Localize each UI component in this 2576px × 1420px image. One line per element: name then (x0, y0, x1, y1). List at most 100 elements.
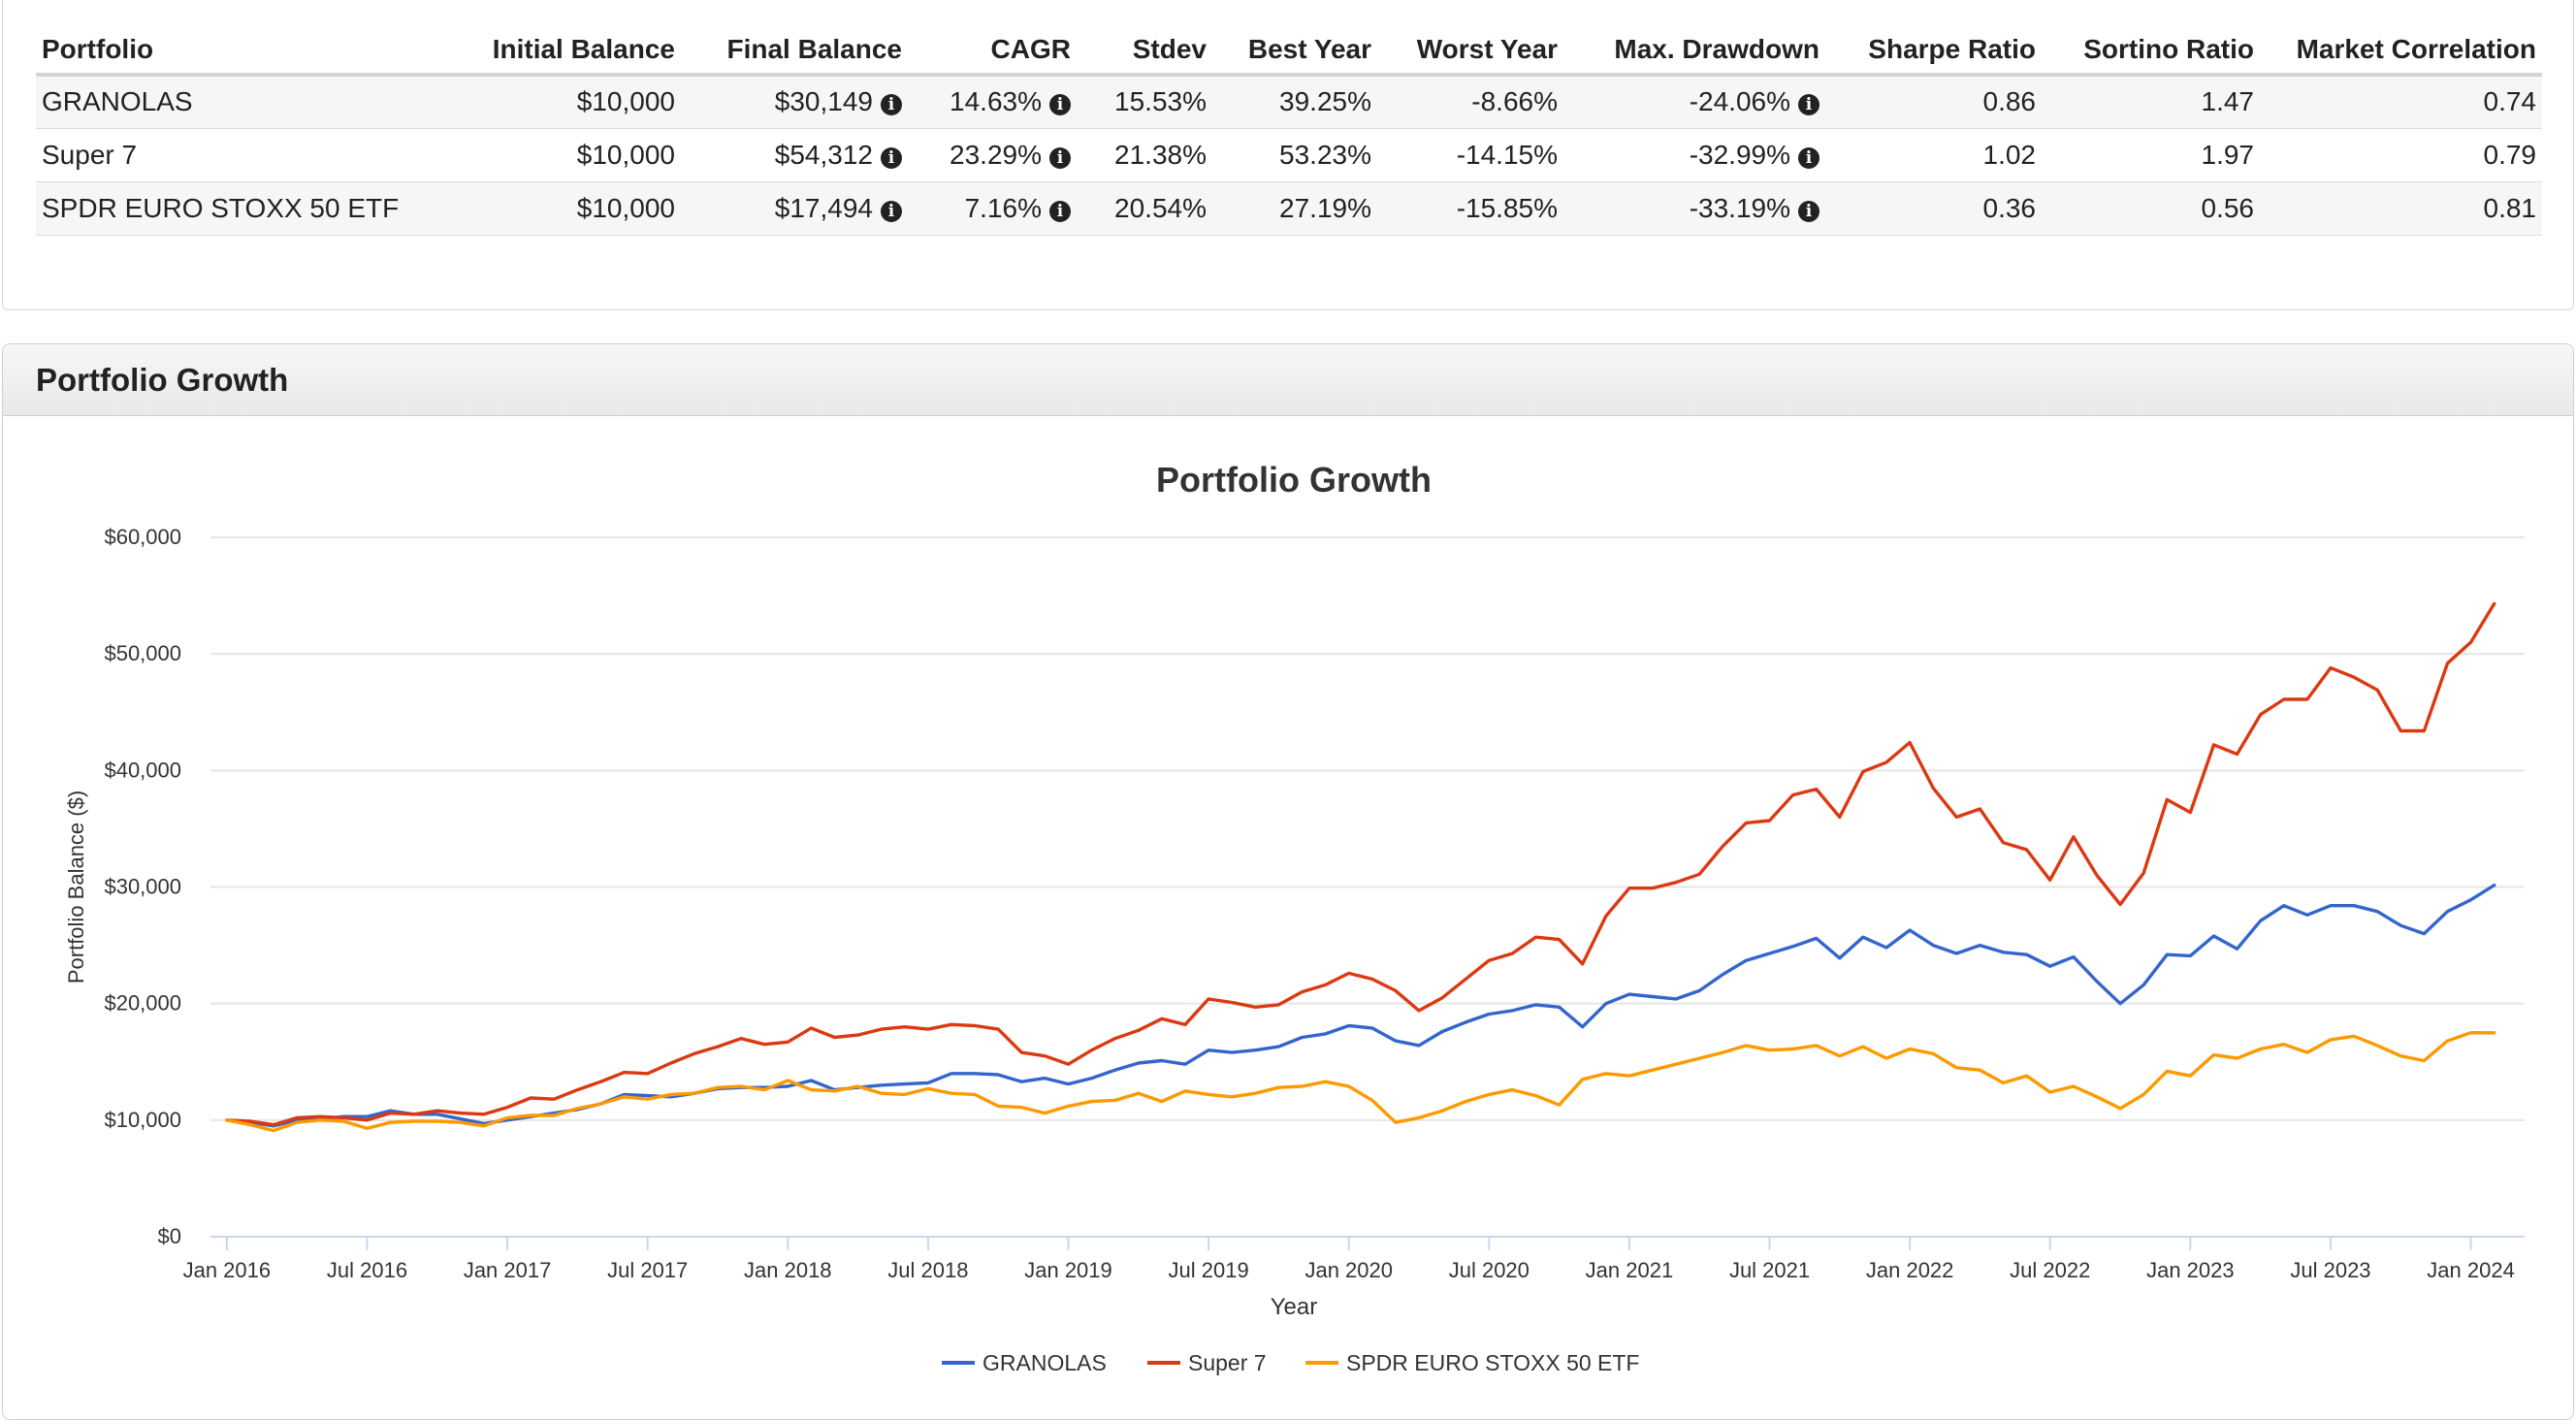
series-line-super-7 (225, 601, 2496, 1127)
x-tick-label: Jan 2019 (1024, 1258, 1112, 1282)
cell-sortino-ratio: 1.97 (2042, 128, 2260, 182)
info-icon[interactable]: i (881, 146, 902, 169)
panel-header: Portfolio Growth (3, 344, 2573, 416)
cell-portfolio: Super 7 (36, 128, 419, 182)
info-icon[interactable]: i (1049, 94, 1071, 116)
info-icon[interactable]: i (1798, 94, 1819, 116)
cell-max-drawdown: -33.19% i (1563, 181, 1825, 236)
chart-title: Portfolio Growth (1156, 460, 1432, 500)
x-tick-label: Jan 2016 (183, 1258, 272, 1282)
info-icon[interactable]: i (881, 94, 902, 116)
cell-worst-year: -14.15% (1377, 128, 1563, 182)
y-tick-label: $20,000 (104, 991, 181, 1016)
y-axis-title: Portfolio Balance ($) (64, 791, 88, 984)
legend-item: GRANOLAS (982, 1350, 1107, 1375)
x-tick-label: Jan 2024 (2427, 1258, 2515, 1282)
portfolio-growth-chart: Portfolio Growth $0 $10,000 $20,000 $30,000 $… (64, 460, 2525, 1375)
table-row: SPDR EURO STOXX 50 ETF $10,000 $17,494 i … (36, 181, 2542, 236)
y-tick-label: $10,000 (104, 1108, 181, 1132)
col-sharpe-ratio: Sharpe Ratio (1825, 30, 2042, 77)
x-tick-label: Jan 2020 (1304, 1258, 1393, 1282)
cagr-value: 14.63% (950, 86, 1042, 117)
x-axis-title: Year (1271, 1294, 1318, 1320)
table-header-row: Portfolio Initial Balance Final Balance … (36, 30, 2542, 77)
stats-panel: Portfolio Initial Balance Final Balance … (2, 0, 2574, 310)
info-icon[interactable]: i (1798, 146, 1819, 169)
y-tick-label: $0 (158, 1224, 181, 1248)
cell-final-balance: $54,312 i (681, 128, 908, 182)
col-stdev: Stdev (1077, 30, 1212, 77)
col-market-correlation: Market Correlation (2260, 30, 2542, 77)
cagr-value: 7.16% (964, 192, 1042, 223)
x-tick-label: Jul 2017 (607, 1258, 688, 1282)
final-balance-value: $30,149 (774, 86, 873, 117)
info-icon[interactable]: i (881, 200, 902, 222)
final-balance-value: $17,494 (774, 192, 873, 223)
x-tick-label: Jul 2020 (1449, 1258, 1530, 1282)
col-portfolio: Portfolio (36, 30, 419, 77)
col-worst-year: Worst Year (1377, 30, 1563, 77)
cell-market-correlation: 0.79 (2260, 128, 2542, 182)
series-line-granolas (225, 884, 2496, 1128)
col-initial-balance: Initial Balance (419, 30, 681, 77)
col-max-drawdown: Max. Drawdown (1563, 30, 1825, 77)
y-tick-label: $40,000 (104, 758, 181, 782)
x-tick-label: Jul 2023 (2290, 1258, 2370, 1282)
y-tick-label: $60,000 (104, 525, 181, 549)
cell-max-drawdown: -24.06% i (1563, 75, 1825, 129)
x-tick-label: Jul 2016 (327, 1258, 407, 1282)
cell-final-balance: $30,149 i (681, 75, 908, 129)
x-tick-label: Jul 2021 (1729, 1258, 1810, 1282)
legend-item: Super 7 (1188, 1350, 1267, 1375)
cell-stdev: 15.53% (1077, 75, 1212, 129)
x-tick-label: Jan 2018 (744, 1258, 832, 1282)
cell-final-balance: $17,494 i (681, 181, 908, 236)
info-icon[interactable]: i (1798, 200, 1819, 222)
cell-cagr: 14.63% i (908, 75, 1077, 129)
info-icon[interactable]: i (1049, 146, 1071, 169)
cell-sortino-ratio: 1.47 (2042, 75, 2260, 129)
cell-portfolio: GRANOLAS (36, 75, 419, 129)
x-tick-label: Jan 2022 (1866, 1258, 1954, 1282)
cell-sharpe-ratio: 0.86 (1825, 75, 2042, 129)
drawdown-value: -24.06% (1689, 86, 1790, 117)
cell-sharpe-ratio: 0.36 (1825, 181, 2042, 236)
cell-stdev: 21.38% (1077, 128, 1212, 182)
cell-initial-balance: $10,000 (419, 181, 681, 236)
cell-cagr: 7.16% i (908, 181, 1077, 236)
series-line-spdr-euro-stoxx-50-etf (225, 1031, 2496, 1133)
stats-table: Portfolio Initial Balance Final Balance … (36, 30, 2542, 236)
cell-cagr: 23.29% i (908, 128, 1077, 182)
cell-initial-balance: $10,000 (419, 75, 681, 129)
col-best-year: Best Year (1212, 30, 1377, 77)
drawdown-value: -32.99% (1689, 139, 1790, 170)
x-tick-label: Jan 2021 (1586, 1258, 1674, 1282)
table-row: Super 7 $10,000 $54,312 i 23.29% i 21.38% … (36, 128, 2542, 182)
table-row: GRANOLAS $10,000 $30,149 i 14.63% i 15.53%… (36, 75, 2542, 129)
x-tick-label: Jul 2019 (1169, 1258, 1249, 1282)
cell-sortino-ratio: 0.56 (2042, 181, 2260, 236)
legend-item: SPDR EURO STOXX 50 ETF (1346, 1350, 1639, 1375)
x-tick-label: Jul 2018 (887, 1258, 968, 1282)
cell-worst-year: -8.66% (1377, 75, 1563, 129)
cagr-value: 23.29% (950, 139, 1042, 170)
x-tick-label: Jan 2023 (2146, 1258, 2235, 1282)
cell-market-correlation: 0.74 (2260, 75, 2542, 129)
col-cagr: CAGR (908, 30, 1077, 77)
x-tick-label: Jan 2017 (464, 1258, 552, 1282)
cell-best-year: 27.19% (1212, 181, 1377, 236)
portfolio-growth-panel: Portfolio Growth Portfolio Growth $0 $10,0… (2, 343, 2574, 1420)
cell-initial-balance: $10,000 (419, 128, 681, 182)
cell-portfolio: SPDR EURO STOXX 50 ETF (36, 181, 419, 236)
cell-max-drawdown: -32.99% i (1563, 128, 1825, 182)
y-tick-label: $50,000 (104, 641, 181, 665)
info-icon[interactable]: i (1049, 200, 1071, 222)
cell-stdev: 20.54% (1077, 181, 1212, 236)
cell-worst-year: -15.85% (1377, 181, 1563, 236)
col-sortino-ratio: Sortino Ratio (2042, 30, 2260, 77)
x-tick-label: Jul 2022 (2010, 1258, 2090, 1282)
cell-market-correlation: 0.81 (2260, 181, 2542, 236)
drawdown-value: -33.19% (1689, 192, 1790, 223)
y-tick-label: $30,000 (104, 875, 181, 899)
final-balance-value: $54,312 (774, 139, 873, 170)
